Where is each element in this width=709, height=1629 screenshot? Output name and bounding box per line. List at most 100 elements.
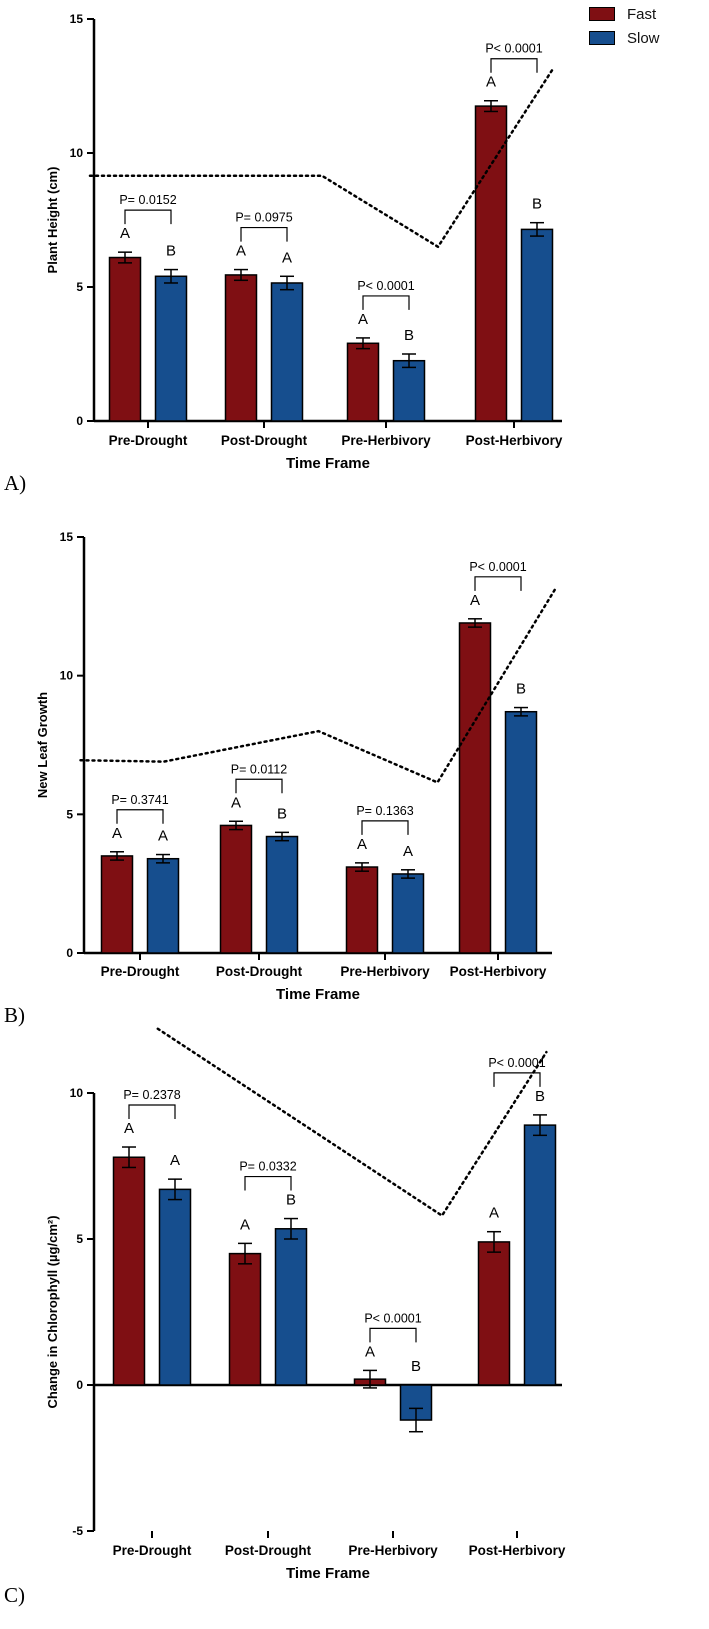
p0-category-label-2: Pre-Herbivory [341, 433, 431, 448]
p0-bracket-0 [124, 209, 172, 225]
p1-bar-slow-0 [146, 857, 180, 954]
p1-sig-letter-slow-1: B [277, 805, 287, 822]
p1-bracket-3 [474, 576, 522, 591]
p1-bar-slow-1 [265, 835, 299, 954]
p1-bar-slow-2 [391, 873, 425, 954]
p2-ytick-label-2: 5 [76, 1232, 83, 1246]
p1-pvalue-3: P< 0.0001 [469, 560, 526, 574]
p2-bar-slow-1 [274, 1228, 308, 1386]
p1-category-label-3: Post-Herbivory [450, 964, 547, 979]
p1-sig-letter-fast-1: A [231, 794, 241, 811]
p0-bracket-2 [362, 295, 410, 310]
legend: Fast Slow [589, 2, 685, 50]
p0-sig-letter-slow-3: B [532, 196, 542, 213]
p1-sig-letter-fast-2: A [357, 836, 367, 853]
p0-sig-letter-fast-3: A [486, 74, 496, 91]
p1-ytick-label-0: 0 [66, 946, 73, 960]
p2-bar-fast-0 [112, 1156, 146, 1386]
p0-bracket-3 [490, 58, 538, 73]
p0-bar-slow-1 [270, 282, 304, 422]
p0-panel-letter: A) [4, 471, 26, 495]
p0-x-axis-title: Time Frame [286, 455, 370, 472]
p1-sig-letter-slow-2: A [403, 843, 413, 860]
p1-sig-letter-slow-0: A [158, 828, 168, 845]
p2-sig-letter-fast-3: A [489, 1205, 499, 1222]
p2-category-label-2: Pre-Herbivory [348, 1543, 438, 1558]
p1-x-axis-title: Time Frame [276, 986, 360, 1003]
p1-bracket-2 [361, 820, 409, 835]
p0-bar-slow-0 [154, 275, 188, 422]
p1-bar-fast-1 [219, 824, 253, 954]
p0-ytick-label-3: 15 [70, 12, 84, 26]
p1-category-label-1: Post-Drought [216, 964, 303, 979]
p2-sig-letter-slow-2: B [411, 1358, 421, 1375]
p2-bar-slow-0 [158, 1188, 192, 1386]
p2-sig-letter-slow-0: A [170, 1152, 180, 1169]
p2-category-label-1: Post-Drought [225, 1543, 312, 1558]
p1-bar-fast-2 [345, 866, 379, 954]
legend-item-slow: Slow [589, 26, 685, 50]
p2-pvalue-3: P< 0.0001 [488, 1056, 545, 1070]
p0-bar-fast-0 [108, 256, 142, 422]
p2-bracket-2 [369, 1327, 417, 1343]
p0-pvalue-3: P< 0.0001 [485, 42, 542, 56]
legend-label-slow: Slow [627, 29, 660, 47]
p0-ytick-label-1: 5 [76, 280, 83, 294]
p2-bar-fast-3 [477, 1241, 511, 1386]
p0-trend-line [88, 65, 556, 249]
legend-swatch-fast [589, 7, 615, 21]
p0-sig-letter-slow-0: B [166, 243, 176, 260]
p1-bar-slow-3 [504, 710, 538, 954]
p2-ytick-label-1: 0 [76, 1378, 83, 1392]
p2-pvalue-2: P< 0.0001 [364, 1311, 421, 1325]
p2-sig-letter-fast-0: A [124, 1120, 134, 1137]
p1-trend-line [79, 585, 558, 785]
p0-pvalue-2: P< 0.0001 [357, 279, 414, 293]
p0-y-axis-label: Plant Height (cm) [45, 167, 60, 274]
p0-pvalue-1: P= 0.0975 [235, 211, 292, 225]
p0-bar-fast-1 [224, 274, 258, 422]
p2-pvalue-1: P= 0.0332 [239, 1160, 296, 1174]
p1-bracket-0 [116, 809, 164, 824]
p0-ytick-label-0: 0 [76, 414, 83, 428]
p0-pvalue-0: P= 0.0152 [119, 193, 176, 207]
p0-bar-fast-3 [474, 105, 508, 422]
p2-bracket-0 [128, 1104, 176, 1120]
p1-sig-letter-fast-3: A [470, 592, 480, 609]
p1-bar-fast-3 [458, 622, 492, 954]
p2-category-label-0: Pre-Drought [113, 1543, 192, 1558]
legend-label-fast: Fast [627, 5, 657, 23]
p0-bar-slow-2 [392, 359, 426, 422]
p2-sig-letter-fast-1: A [240, 1216, 250, 1233]
p2-bar-slow-3 [523, 1124, 557, 1386]
p2-sig-letter-fast-2: A [365, 1343, 375, 1360]
p2-sig-letter-slow-1: B [286, 1192, 296, 1209]
p2-bracket-3 [493, 1072, 541, 1087]
p2-sig-letter-slow-3: B [535, 1088, 545, 1105]
p2-pvalue-0: P= 0.2378 [123, 1088, 180, 1102]
p1-ytick-label-1: 5 [66, 807, 73, 821]
p1-panel-letter: B) [4, 1003, 25, 1027]
p1-sig-letter-slow-3: B [516, 681, 526, 698]
p0-sig-letter-fast-2: A [358, 311, 368, 328]
p2-panel-letter: C) [4, 1583, 25, 1607]
p1-y-axis-label: New Leaf Growth [35, 692, 50, 798]
p1-bar-fast-0 [100, 855, 134, 954]
legend-swatch-slow [589, 31, 615, 45]
p1-bracket-1 [235, 778, 283, 794]
p1-category-label-0: Pre-Drought [101, 964, 180, 979]
p0-sig-letter-slow-2: B [404, 327, 414, 344]
p0-sig-letter-slow-1: A [282, 249, 292, 266]
p2-bar-fast-1 [228, 1252, 262, 1386]
p0-ytick-label-2: 10 [70, 146, 84, 160]
p2-category-label-3: Post-Herbivory [469, 1543, 566, 1558]
p1-ytick-label-3: 15 [60, 530, 74, 544]
p1-pvalue-1: P= 0.0112 [231, 762, 287, 776]
p2-bracket-1 [244, 1175, 292, 1191]
legend-item-fast: Fast [589, 2, 685, 26]
p1-pvalue-2: P= 0.1363 [356, 804, 413, 818]
p2-y-axis-label: Change in Chlorophyll (µg/cm²) [45, 1215, 60, 1408]
p0-category-label-1: Post-Drought [221, 433, 308, 448]
